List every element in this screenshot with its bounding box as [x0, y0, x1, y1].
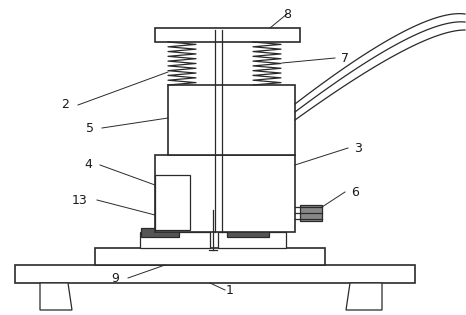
Text: 13: 13 — [72, 193, 88, 207]
Text: 9: 9 — [111, 272, 119, 284]
Text: 3: 3 — [354, 141, 362, 154]
Polygon shape — [346, 283, 382, 310]
Bar — [141, 228, 179, 237]
Bar — [95, 248, 325, 265]
Bar — [155, 28, 300, 42]
Bar — [218, 232, 286, 248]
Bar — [155, 175, 190, 230]
Bar — [140, 232, 210, 248]
Bar — [300, 205, 322, 221]
Text: 7: 7 — [341, 51, 349, 65]
Text: 5: 5 — [86, 122, 94, 135]
Bar — [15, 265, 415, 283]
Bar — [227, 228, 269, 237]
Text: 4: 4 — [84, 158, 92, 171]
Polygon shape — [40, 283, 72, 310]
Bar — [168, 85, 295, 155]
Text: 8: 8 — [283, 8, 291, 20]
Text: 1: 1 — [226, 284, 234, 296]
Text: 2: 2 — [61, 99, 69, 112]
Bar — [155, 155, 295, 232]
Text: 6: 6 — [351, 186, 359, 198]
